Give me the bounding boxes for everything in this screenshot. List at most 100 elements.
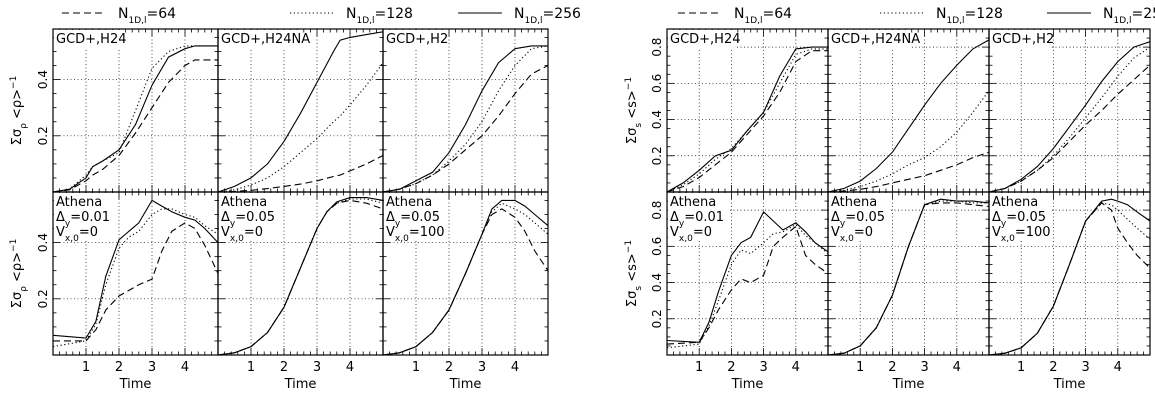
x-tick-label: 4	[511, 360, 519, 375]
x-axis-label: Time	[284, 377, 317, 392]
series-line-dashed	[217, 199, 384, 356]
y-axis-label: Σσs <s>−1	[624, 240, 644, 307]
y-tick-label: 0.2	[36, 289, 50, 308]
y-tick-label: 0.8	[650, 38, 664, 57]
panel-label-bg	[54, 30, 121, 48]
panel-label-line: Athena	[221, 195, 267, 210]
x-tick-label: 3	[148, 360, 156, 375]
panel-frame	[988, 191, 1151, 356]
series-line-solid	[827, 198, 990, 356]
x-tick-label: 2	[888, 360, 896, 375]
x-tick-label: 3	[313, 360, 321, 375]
x-tick-label: 4	[953, 360, 961, 375]
panel-label-line: GCD+,H24NA	[831, 32, 920, 47]
series-line-dotted	[52, 208, 219, 348]
x-tick-label: 3	[478, 360, 486, 375]
x-tick-label: 4	[792, 360, 800, 375]
y-axis-label: Σσρ <ρ>−1	[9, 239, 29, 309]
x-tick-label: 2	[727, 360, 735, 375]
series-line-dashed	[666, 50, 828, 193]
series-line-dotted	[827, 90, 990, 193]
panel-label-line: Δy=0.05	[221, 210, 275, 229]
panel-label-line: GCD+,H2	[992, 32, 1054, 47]
panel-frame	[382, 28, 549, 193]
panel-label-bg	[829, 193, 889, 241]
series-line-solid	[217, 31, 384, 193]
series-line-solid	[988, 198, 1151, 356]
x-tick-label: 1	[856, 360, 864, 375]
x-tick-label: 2	[1049, 360, 1057, 375]
series-line-solid	[988, 41, 1151, 193]
panel-frame	[52, 28, 219, 193]
panel-label-bg	[384, 193, 444, 241]
legend-label: N1D,l=64	[734, 6, 792, 26]
panel-label-line: GCD+,H24NA	[221, 32, 310, 47]
x-tick-label: 3	[759, 360, 767, 375]
y-tick-label: 0.4	[650, 273, 664, 292]
y-tick-label: 0.4	[36, 70, 50, 89]
legend-label: N1D,l=128	[936, 6, 1003, 26]
x-axis-label: Time	[731, 377, 764, 392]
panel-label-bg	[990, 193, 1050, 241]
series-line-dashed	[666, 225, 829, 345]
series-line-solid	[52, 45, 218, 193]
x-tick-label: 4	[1114, 360, 1122, 375]
panel-r0c0: GCD+,H24 0.2 0.4 0.6 0.8	[650, 28, 829, 193]
panel-label-line: Δy=0.01	[670, 210, 724, 229]
y-tick-label: 0.2	[650, 146, 664, 165]
series-line-dotted	[827, 200, 989, 356]
x-tick-label: 1	[82, 360, 90, 375]
panel-label-line: Vx,0=100	[386, 225, 445, 244]
panel-label-line: Athena	[670, 195, 716, 210]
figure-s: N1D,l=64N1D,l=128N1D,l=256GCD+,H240.20.4…	[624, 6, 1155, 392]
series-line-solid	[382, 199, 549, 356]
y-tick-label: 0.2	[36, 126, 50, 145]
x-tick-label: 1	[412, 360, 420, 375]
panel-label-line: Δy=0.05	[992, 210, 1046, 229]
series-line-solid	[217, 197, 384, 356]
y-tick-label: 0.2	[650, 309, 664, 328]
panel-label-line: Athena	[386, 195, 432, 210]
series-line-dotted	[988, 46, 1151, 193]
panel-label-line: Δy=0.01	[56, 210, 110, 229]
panel-label-line: GCD+,H2	[386, 32, 448, 47]
panel-label-bg	[668, 193, 728, 241]
panel-frame	[666, 28, 829, 193]
series-line-dashed	[382, 65, 549, 193]
y-axis-label: Σσρ <ρ>−1	[9, 76, 29, 146]
series-line-dashed	[52, 59, 218, 193]
series-line-solid	[52, 199, 219, 339]
panel-frame	[827, 28, 990, 193]
legend-label: N1D,l=128	[346, 6, 413, 26]
x-tick-label: 4	[181, 360, 189, 375]
series-line-dashed	[217, 155, 384, 193]
series-line-solid	[666, 46, 828, 193]
x-tick-label: 4	[346, 360, 354, 375]
x-tick-label: 1	[247, 360, 255, 375]
panel-label-bg	[668, 30, 735, 48]
series-line-dotted	[382, 45, 549, 193]
figure-rho: N1D,l=64 N1D,l=128 N1D,l=256 GCD+,H2 4 0.2 0.4…	[9, 6, 581, 392]
panel-label-bg	[54, 193, 114, 241]
x-axis-label: Time	[892, 377, 925, 392]
x-tick-label: 2	[280, 360, 288, 375]
series-line-solid	[827, 39, 990, 193]
series-line-dotted	[217, 62, 384, 193]
series-line-dotted	[666, 48, 828, 193]
y-tick-label: 0.6	[650, 74, 664, 93]
x-axis-label: Time	[449, 377, 482, 392]
panel-label-bg	[219, 193, 279, 241]
legend-label: N1D,l=64	[118, 6, 176, 26]
panel-r0c1: GCD+,H24NA	[217, 28, 384, 193]
panel-label-line: Vx,0=0	[56, 225, 98, 244]
panel-label-line: GCD+,H24	[670, 32, 741, 47]
y-tick-label: 0.4	[650, 110, 664, 129]
legend-label: N1D,l=256	[514, 6, 581, 26]
x-tick-label: 3	[920, 360, 928, 375]
